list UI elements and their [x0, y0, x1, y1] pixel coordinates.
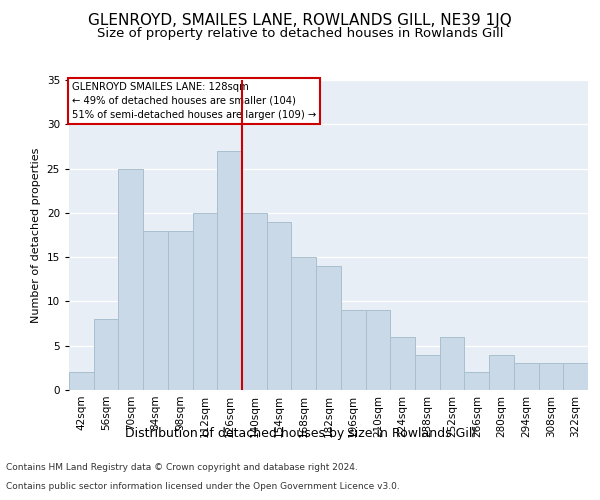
- Bar: [118, 168, 143, 390]
- Bar: [242, 213, 267, 390]
- Bar: [94, 319, 118, 390]
- Bar: [267, 222, 292, 390]
- Bar: [365, 310, 390, 390]
- Bar: [168, 230, 193, 390]
- Bar: [489, 354, 514, 390]
- Bar: [390, 337, 415, 390]
- Bar: [415, 354, 440, 390]
- Bar: [316, 266, 341, 390]
- Bar: [193, 213, 217, 390]
- Text: Size of property relative to detached houses in Rowlands Gill: Size of property relative to detached ho…: [97, 28, 503, 40]
- Text: GLENROYD SMAILES LANE: 128sqm
← 49% of detached houses are smaller (104)
51% of : GLENROYD SMAILES LANE: 128sqm ← 49% of d…: [71, 82, 316, 120]
- Bar: [292, 257, 316, 390]
- Bar: [69, 372, 94, 390]
- Bar: [464, 372, 489, 390]
- Bar: [341, 310, 365, 390]
- Y-axis label: Number of detached properties: Number of detached properties: [31, 148, 41, 322]
- Bar: [563, 364, 588, 390]
- Text: Contains public sector information licensed under the Open Government Licence v3: Contains public sector information licen…: [6, 482, 400, 491]
- Bar: [143, 230, 168, 390]
- Text: GLENROYD, SMAILES LANE, ROWLANDS GILL, NE39 1JQ: GLENROYD, SMAILES LANE, ROWLANDS GILL, N…: [88, 12, 512, 28]
- Bar: [440, 337, 464, 390]
- Bar: [217, 151, 242, 390]
- Text: Contains HM Land Registry data © Crown copyright and database right 2024.: Contains HM Land Registry data © Crown c…: [6, 464, 358, 472]
- Bar: [539, 364, 563, 390]
- Bar: [514, 364, 539, 390]
- Text: Distribution of detached houses by size in Rowlands Gill: Distribution of detached houses by size …: [125, 428, 475, 440]
